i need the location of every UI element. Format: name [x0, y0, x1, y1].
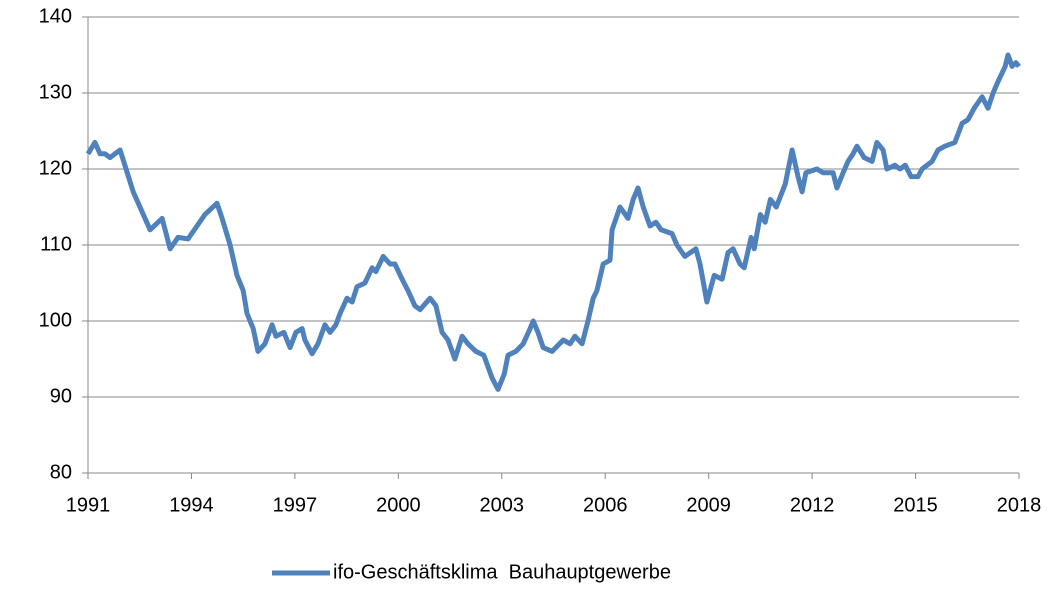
x-tick-label: 2012 — [790, 494, 835, 516]
y-tick-label: 100 — [39, 309, 72, 331]
legend-label: ifo-Geschäftsklima Bauhauptgewerbe — [333, 561, 671, 583]
x-tick-label: 2018 — [997, 494, 1042, 516]
y-tick-label: 80 — [50, 461, 72, 483]
x-tick-label: 1991 — [66, 494, 111, 516]
y-tick-label: 140 — [39, 5, 72, 27]
y-tick-label: 130 — [39, 81, 72, 103]
x-tick-label: 1994 — [169, 494, 214, 516]
x-tick-label: 2000 — [376, 494, 421, 516]
y-tick-label: 110 — [40, 233, 72, 255]
x-tick-label: 1997 — [273, 494, 318, 516]
x-tick-label: 2015 — [893, 494, 938, 516]
x-tick-label: 2006 — [583, 494, 628, 516]
x-tick-label: 2009 — [686, 494, 731, 516]
y-tick-label: 120 — [39, 157, 72, 179]
y-tick-label: 90 — [50, 385, 72, 407]
x-tick-label: 2003 — [480, 494, 525, 516]
series-line — [85, 52, 1021, 392]
